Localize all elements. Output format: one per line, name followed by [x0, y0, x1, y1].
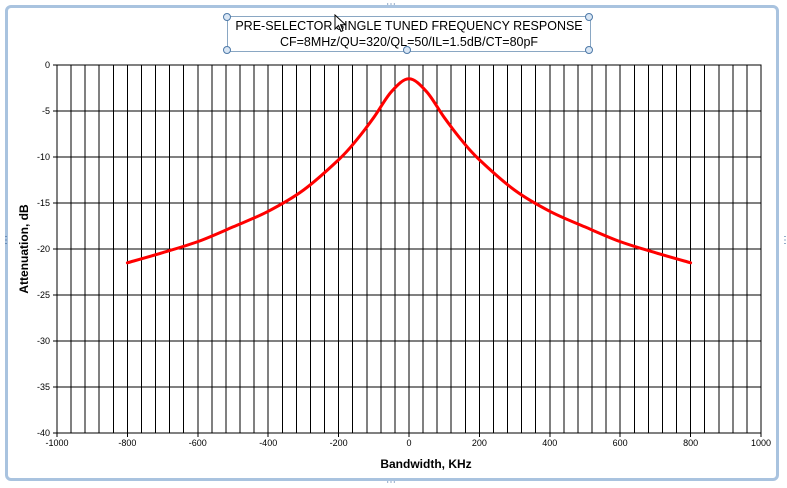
- chart-frame[interactable]: [5, 5, 779, 481]
- resize-handle-right-icon[interactable]: ⋮: [780, 235, 787, 246]
- y-tick-label: -35: [37, 382, 50, 392]
- y-tick-label: -30: [37, 336, 50, 346]
- x-tick-label: -1000: [45, 438, 68, 448]
- x-tick-label: 600: [613, 438, 628, 448]
- chart-subtitle: CF=8MHz/QU=320/QL=50/IL=1.5dB/CT=80pF: [279, 35, 539, 49]
- y-tick-label: -40: [37, 428, 50, 438]
- y-tick-label: -5: [42, 106, 50, 116]
- x-tick-label: 800: [683, 438, 698, 448]
- x-tick-label: -200: [330, 438, 348, 448]
- title-handle-top-right-icon[interactable]: [585, 13, 593, 21]
- chart-title: PRE-SELECTOR SINGLE TUNED FREQUENCY RESP…: [235, 19, 583, 33]
- y-tick-label: -10: [37, 152, 50, 162]
- x-tick-label: -600: [189, 438, 207, 448]
- title-handle-bottom-right-icon[interactable]: [585, 46, 593, 54]
- x-tick-label: -800: [118, 438, 136, 448]
- mouse-cursor-icon: [334, 14, 347, 33]
- resize-handle-left-icon[interactable]: ⋮: [1, 235, 11, 246]
- y-axis-label: Attenuation, dB: [17, 204, 31, 294]
- y-tick-label: -25: [37, 290, 50, 300]
- resize-handle-bottom-icon[interactable]: ⋯: [386, 477, 396, 488]
- y-tick-label: -15: [37, 198, 50, 208]
- x-tick-label: -400: [259, 438, 277, 448]
- x-tick-label: 400: [542, 438, 557, 448]
- x-tick-label: 0: [406, 438, 411, 448]
- title-handle-bottom-left-icon[interactable]: [223, 46, 231, 54]
- x-tick-label: 1000: [751, 438, 771, 448]
- series-line[interactable]: [125, 77, 693, 265]
- x-axis-label: Bandwidth, KHz: [380, 457, 471, 471]
- x-tick-label: 200: [472, 438, 487, 448]
- y-tick-label: -20: [37, 244, 50, 254]
- resize-handle-top-icon[interactable]: ⋯: [386, 0, 396, 10]
- y-tick-label: 0: [45, 60, 50, 70]
- chart-title-box[interactable]: PRE-SELECTOR SINGLE TUNED FREQUENCY RESP…: [227, 16, 591, 52]
- title-handle-top-left-icon[interactable]: [223, 13, 231, 21]
- title-handle-bottom-mid-icon[interactable]: [403, 46, 411, 54]
